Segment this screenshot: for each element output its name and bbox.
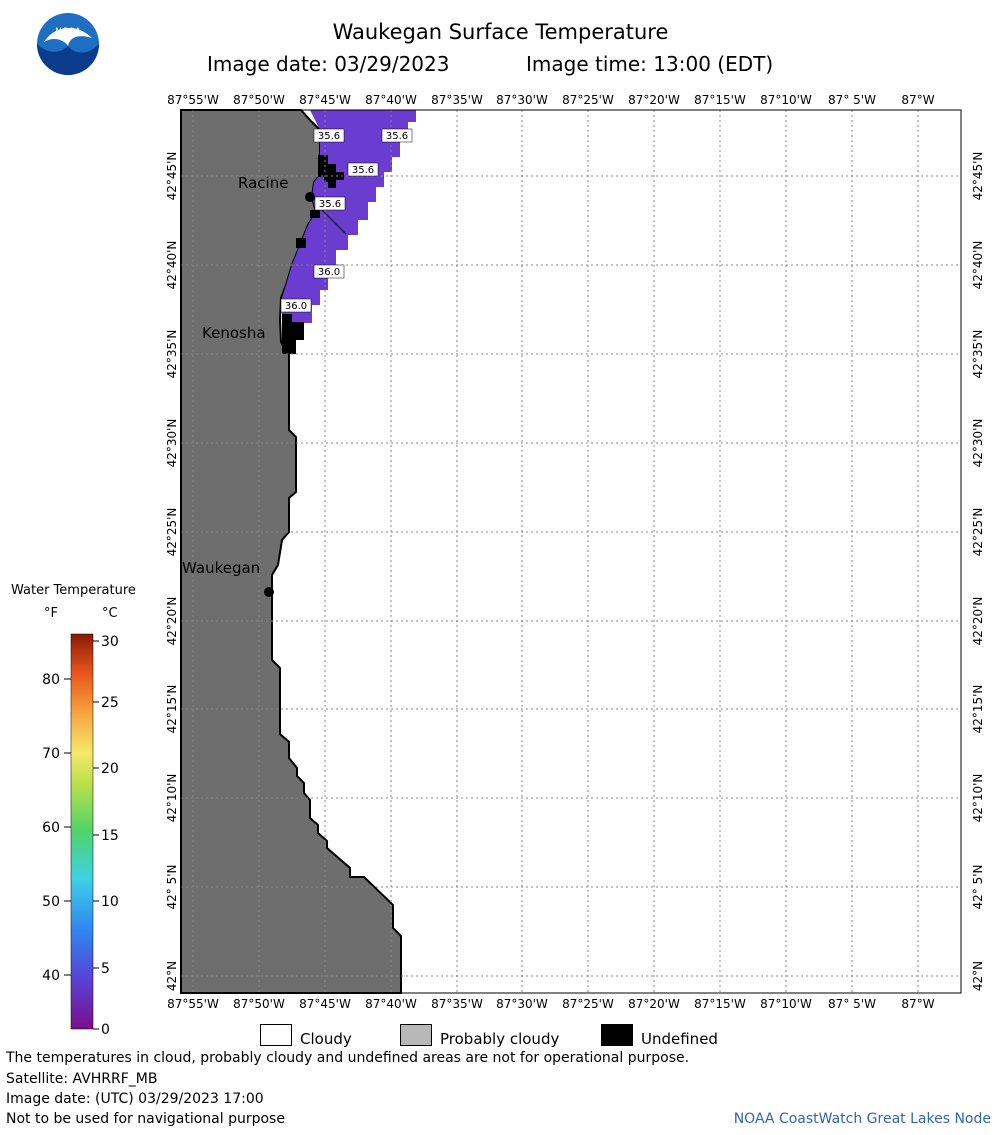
latitude-labels-right: 42°45'N 42°40'N 42°35'N 42°30'N 42°25'N 42°20… [971,152,985,992]
lat-label: 42°20'N [971,597,985,646]
logo-text: NOAA [55,26,81,36]
lon-label: 87°40'W [365,997,417,1011]
longitude-labels-bottom: 87°55'W 87°50'W 87°45'W 87°40'W 87°35'W 87°30… [167,997,935,1011]
lon-label: 87°35'W [431,997,483,1011]
lon-label: 87°15'W [694,93,746,107]
city-label-racine: Racine [238,174,288,192]
page-title: Waukegan Surface Temperature [332,20,669,44]
scale-tick-c: 5 [101,961,110,977]
footer-nav-warning: Not to be used for navigational purpose [6,1111,285,1127]
lon-label: 87°40'W [365,93,417,107]
lat-label: 42°30'N [165,419,179,468]
scale-tick-f: 70 [42,746,60,762]
scale-tick-c: 25 [101,695,119,711]
scale-tick-f: 80 [42,672,60,688]
scale-tick-f: 40 [42,968,60,984]
footer-credit: NOAA CoastWatch Great Lakes Node [733,1111,991,1127]
lat-label: 42°45'N [165,152,179,201]
lon-label: 87°25'W [562,997,614,1011]
lat-label: 42°35'N [971,330,985,379]
lat-label: 42° 5'N [971,865,985,910]
city-label-waukegan: Waukegan [182,559,260,577]
scale-tick-c: 20 [101,761,119,777]
lon-label: 87°15'W [694,997,746,1011]
lon-label: 87°55'W [167,93,219,107]
temp-label: 36.0 [318,267,340,278]
city-label-kenosha: Kenosha [202,324,266,342]
scale-title: Water Temperature [11,583,136,598]
lon-label: 87°10'W [760,997,812,1011]
lon-label: 87°30'W [496,997,548,1011]
lon-label: 87°45'W [299,93,351,107]
lon-label: 87°20'W [628,997,680,1011]
temp-label: 35.6 [352,165,374,176]
scale-tick-c: 15 [101,828,119,844]
footer-note: The temperatures in cloud, probably clou… [6,1050,690,1066]
legend-cloudy-swatch [260,1024,292,1046]
lon-label: 87°25'W [562,93,614,107]
scale-tick-f: 50 [42,894,60,910]
lat-label: 42°20'N [165,597,179,646]
undefined-areas [282,155,344,354]
lat-label: 42°25'N [165,508,179,557]
scale-unit-c: °C [102,606,118,621]
legend-undefined-label: Undefined [641,1030,718,1048]
scale-tick-c: 30 [101,634,119,650]
lat-label: 42°15'N [971,685,985,734]
image-date: Image date: 03/29/2023 [207,52,450,76]
city-dot-waukegan [264,587,274,597]
city-dot-racine [305,192,315,202]
lon-label: 87°W [901,997,934,1011]
lat-label: 42°N [971,961,985,991]
longitude-labels-top: 87°55'W 87°50'W 87°45'W 87°40'W 87°35'W 87°30… [167,93,935,107]
lon-label: 87° 5'W [828,997,876,1011]
scale-tick-f: 60 [42,820,60,836]
legend-cloudy-label: Cloudy [300,1030,352,1048]
lat-label: 42°10'N [971,774,985,823]
grid [181,110,961,993]
footer-satellite: Satellite: AVHRRF_MB [6,1071,158,1087]
lat-label: 42°15'N [165,685,179,734]
lat-label: 42° 5'N [165,865,179,910]
lat-label: 42°10'N [165,774,179,823]
lon-label: 87°50'W [233,93,285,107]
temp-label: 36.0 [285,301,307,312]
image-time: Image time: 13:00 (EDT) [526,52,774,76]
lon-label: 87°20'W [628,93,680,107]
lon-label: 87°45'W [299,997,351,1011]
legend-probably-cloudy-swatch [400,1024,432,1046]
lat-label: 42°40'N [971,241,985,290]
temp-label: 35.6 [319,199,341,210]
scale-tick-c: 0 [101,1022,110,1038]
lon-label: 87°50'W [233,997,285,1011]
lat-label: 42°30'N [971,419,985,468]
temp-label: 35.6 [318,131,340,142]
noaa-logo: NOAA [37,13,99,75]
latitude-labels-left: 42°45'N 42°40'N 42°35'N 42°30'N 42°25'N 42°20… [165,152,179,992]
footer-utc-date: Image date: (UTC) 03/29/2023 17:00 [6,1091,264,1107]
cities: Racine Kenosha Waukegan [182,174,315,597]
lon-label: 87°35'W [431,93,483,107]
lat-label: 42°40'N [165,241,179,290]
map-frame [180,109,962,994]
scale-unit-f: °F [44,606,58,621]
color-scale-bar [70,633,94,1030]
temp-label: 35.6 [386,131,408,142]
scale-tick-c: 10 [101,894,119,910]
lat-label: 42°N [165,961,179,991]
temp-labels: 35.6 35.6 35.6 35.6 36.0 36.0 [280,128,413,313]
legend-probably-cloudy-label: Probably cloudy [440,1030,560,1048]
lat-label: 42°45'N [971,152,985,201]
lon-label: 87°30'W [496,93,548,107]
lon-label: 87° 5'W [828,93,876,107]
lat-label: 42°25'N [971,508,985,557]
lon-label: 87°55'W [167,997,219,1011]
lat-label: 42°35'N [165,330,179,379]
lon-label: 87°W [901,93,934,107]
lon-label: 87°10'W [760,93,812,107]
legend-undefined-swatch [601,1024,633,1046]
